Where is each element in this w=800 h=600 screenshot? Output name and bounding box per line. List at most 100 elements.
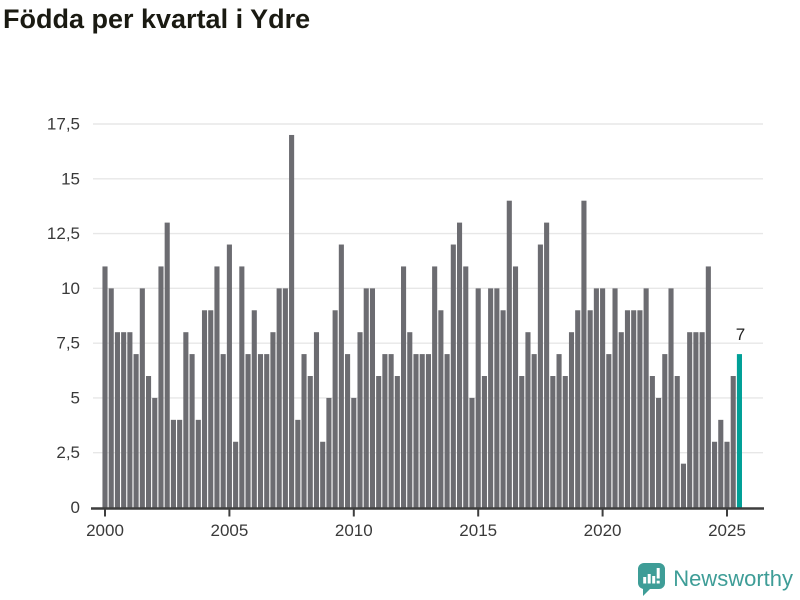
bar <box>643 288 649 508</box>
bar <box>556 354 562 508</box>
bar <box>102 266 108 508</box>
x-tick-label: 2020 <box>584 521 622 540</box>
bar <box>326 397 332 508</box>
bar <box>152 397 158 508</box>
bar <box>251 310 257 508</box>
bar <box>668 288 674 508</box>
y-tick-label: 5 <box>71 388 80 407</box>
bar <box>649 376 655 508</box>
bar <box>257 354 264 508</box>
bar <box>637 310 643 508</box>
bar <box>600 288 606 508</box>
bar <box>289 134 295 508</box>
bar <box>575 310 581 508</box>
bar <box>705 266 711 508</box>
bar <box>544 222 550 508</box>
bar <box>631 310 637 508</box>
bar <box>469 397 475 508</box>
y-tick-label: 15 <box>61 169 80 188</box>
bar <box>133 354 139 508</box>
bar <box>506 200 512 508</box>
bar <box>593 288 599 508</box>
bar <box>401 266 407 508</box>
bar <box>618 332 624 508</box>
bar <box>245 354 251 508</box>
bar <box>320 441 326 508</box>
bar <box>693 332 699 508</box>
bar <box>307 376 313 508</box>
bar <box>388 354 394 508</box>
bar <box>718 419 724 508</box>
bar <box>214 266 220 508</box>
y-tick-label: 2,5 <box>56 443 80 462</box>
bar <box>656 397 662 508</box>
bar <box>562 376 568 508</box>
bar <box>376 376 382 508</box>
y-tick-label: 17,5 <box>47 115 80 134</box>
bar <box>270 332 276 508</box>
bar <box>624 310 631 508</box>
bar <box>550 376 556 508</box>
x-tick-label: 2005 <box>210 521 248 540</box>
bar <box>525 332 531 508</box>
bar <box>531 354 537 508</box>
bar <box>488 288 494 508</box>
x-tick-label: 2015 <box>459 521 497 540</box>
newsworthy-logo-text: Newsworthy <box>673 566 793 591</box>
bar <box>394 376 400 508</box>
bar <box>712 441 718 508</box>
bar <box>612 288 618 508</box>
bar <box>481 376 487 508</box>
chart-title: Födda per kvartal i Ydre <box>3 4 311 34</box>
bar <box>432 266 438 508</box>
x-tick-label: 2000 <box>86 521 124 540</box>
bar <box>295 419 301 508</box>
bar <box>407 332 413 508</box>
bar <box>363 288 369 508</box>
x-tick-label: 2025 <box>708 521 746 540</box>
bar <box>730 376 736 508</box>
bar <box>687 332 693 508</box>
bar <box>351 397 357 508</box>
y-tick-label: 12,5 <box>47 224 80 243</box>
bar <box>233 441 239 508</box>
bar <box>494 288 500 508</box>
bar <box>195 419 201 508</box>
bar <box>183 332 189 508</box>
bar <box>606 354 612 508</box>
bar <box>145 376 152 508</box>
bar <box>699 332 705 508</box>
bar <box>425 354 431 508</box>
x-tick-label: 2010 <box>335 521 373 540</box>
bar <box>338 244 344 508</box>
newsworthy-speech-bubble-bar-chart-icon <box>638 562 666 596</box>
bar <box>519 376 525 508</box>
bar <box>239 266 245 508</box>
bar <box>170 419 176 508</box>
bar <box>456 222 463 508</box>
bar <box>475 288 481 508</box>
bar <box>177 419 183 508</box>
bar <box>208 310 214 508</box>
bar <box>121 332 127 508</box>
bar <box>282 288 288 508</box>
bar <box>139 288 145 508</box>
bar <box>500 310 506 508</box>
bar <box>114 332 120 508</box>
y-tick-label: 10 <box>61 279 80 298</box>
bar <box>444 354 450 508</box>
bar <box>127 332 133 508</box>
bar <box>301 354 307 508</box>
bar <box>438 310 444 508</box>
bar <box>382 354 388 508</box>
bar <box>264 354 270 508</box>
bar <box>662 354 668 508</box>
bar <box>463 266 469 508</box>
bar <box>332 310 338 508</box>
bar <box>419 354 425 508</box>
highlighted-bar <box>736 354 742 508</box>
bar <box>568 332 575 508</box>
bar <box>164 222 170 508</box>
